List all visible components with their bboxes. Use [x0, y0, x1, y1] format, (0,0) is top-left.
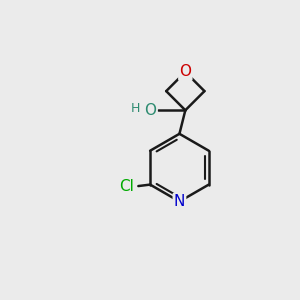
Text: H: H — [131, 102, 141, 115]
Text: O: O — [179, 64, 191, 80]
Text: N: N — [174, 194, 185, 209]
Text: O: O — [145, 103, 157, 118]
Text: Cl: Cl — [119, 178, 134, 194]
